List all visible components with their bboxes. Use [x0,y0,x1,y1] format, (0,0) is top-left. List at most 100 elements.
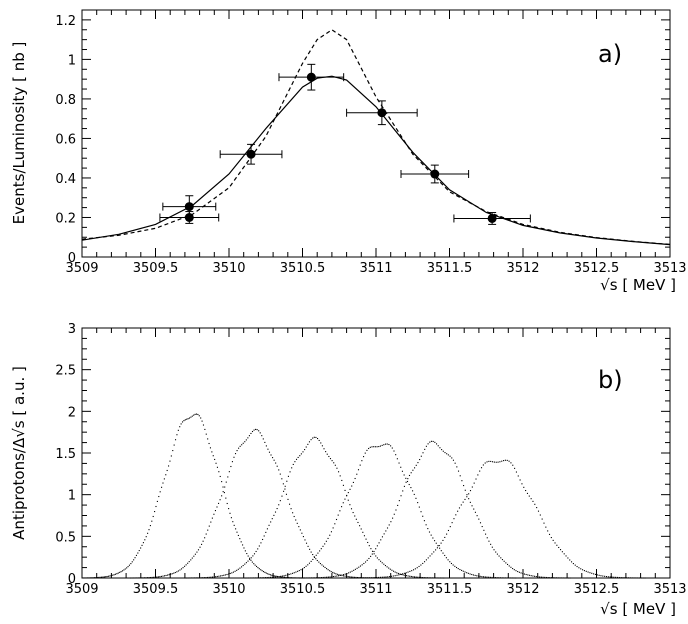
distribution-dot [163,478,165,480]
distribution-dot [473,508,475,510]
distribution-dot [422,562,424,564]
distribution-dot [400,495,402,497]
distribution-dot [263,535,265,537]
distribution-dot [208,576,210,578]
distribution-dot [616,576,619,578]
distribution-dot [244,577,246,579]
distribution-dot [510,566,512,568]
distribution-dot [184,577,186,579]
distribution-dot [130,563,132,565]
distribution-dot [417,502,419,504]
distribution-dot [249,558,251,561]
distribution-dot [563,553,565,555]
distribution-dot [380,560,382,562]
distribution-dot [383,444,385,446]
distribution-dot [434,441,436,443]
distribution-dot [395,509,397,511]
distribution-dot [355,518,357,520]
distribution-dot [596,574,598,576]
distribution-dot [236,450,238,452]
distribution-dot [308,441,311,443]
distribution-dot [213,513,215,515]
distribution-dot [222,486,224,488]
distribution-dot [336,575,338,577]
distribution-dot [547,577,549,579]
distribution-dot [390,575,393,577]
distribution-dot [265,572,267,574]
distribution-dot [629,577,631,579]
distribution-dot [326,568,328,570]
distribution-dot [489,576,491,578]
distribution-dot [293,572,295,574]
distribution-dot [324,576,326,578]
distribution-dot [281,478,283,480]
distribution-dot [357,521,359,524]
distribution-dot [312,437,314,439]
x-axis-title-a: √s [ MeV ] [600,276,676,294]
distribution-dot [117,572,119,574]
distribution-dot [464,489,466,491]
distribution-dot [102,576,104,578]
distribution-dot [501,559,504,561]
distribution-dot [240,541,242,543]
distribution-dot [468,498,470,500]
distribution-dot [460,504,462,506]
distribution-dot [495,461,497,463]
distribution-dot [330,531,332,533]
distribution-dot [427,557,429,559]
distribution-dot [569,577,571,579]
distribution-dot [349,488,351,490]
distribution-dot [337,514,339,516]
distribution-dot [278,469,280,471]
distribution-dot [425,445,427,447]
distribution-dot [392,575,394,577]
distribution-dot [138,550,140,552]
distribution-dot [84,577,86,579]
distribution-dot [315,577,318,579]
distribution-dot [151,576,153,578]
distribution-dot [251,561,253,563]
plot-frame-a [81,9,671,258]
distribution-dot [177,429,179,431]
distribution-dot [438,545,440,547]
distribution-dot [310,439,312,441]
distribution-dot [205,577,207,579]
distribution-dot [358,577,360,579]
y-tick-label-b: 0 [68,572,76,587]
distribution-dot [435,542,437,544]
distribution-dot [271,576,273,578]
distribution-dot [183,420,185,422]
distribution-dot [148,577,150,579]
distribution-dot [326,453,328,455]
distribution-dot [364,577,366,579]
distribution-dot [321,445,323,447]
distribution-dot [644,577,646,579]
distribution-dot [224,574,226,576]
distribution-dot [353,576,355,578]
distribution-dot [222,491,224,493]
distribution-dot [283,576,286,578]
distribution-dot [376,557,378,559]
distribution-dot [523,573,525,575]
distribution-dot [295,519,297,521]
distribution-dot [436,577,438,579]
distribution-dot [322,545,324,547]
distribution-dot [229,572,231,575]
distribution-dot [149,525,151,527]
distribution-dot [267,573,269,575]
distribution-dot [250,432,252,435]
distribution-dot [376,545,378,547]
distribution-dot [242,544,244,546]
distribution-dot [488,576,490,578]
distribution-dot [591,572,593,574]
distribution-dot [339,510,341,512]
distribution-dot [414,576,416,578]
distribution-dot [215,462,217,464]
distribution-dot [137,552,139,554]
distribution-dot [299,455,301,457]
distribution-dot [160,575,162,577]
x-tick-label-b: 3511 [359,582,392,597]
distribution-dot [139,577,141,579]
distribution-dot [473,482,475,484]
y-tick-label-a: 1 [68,53,76,68]
